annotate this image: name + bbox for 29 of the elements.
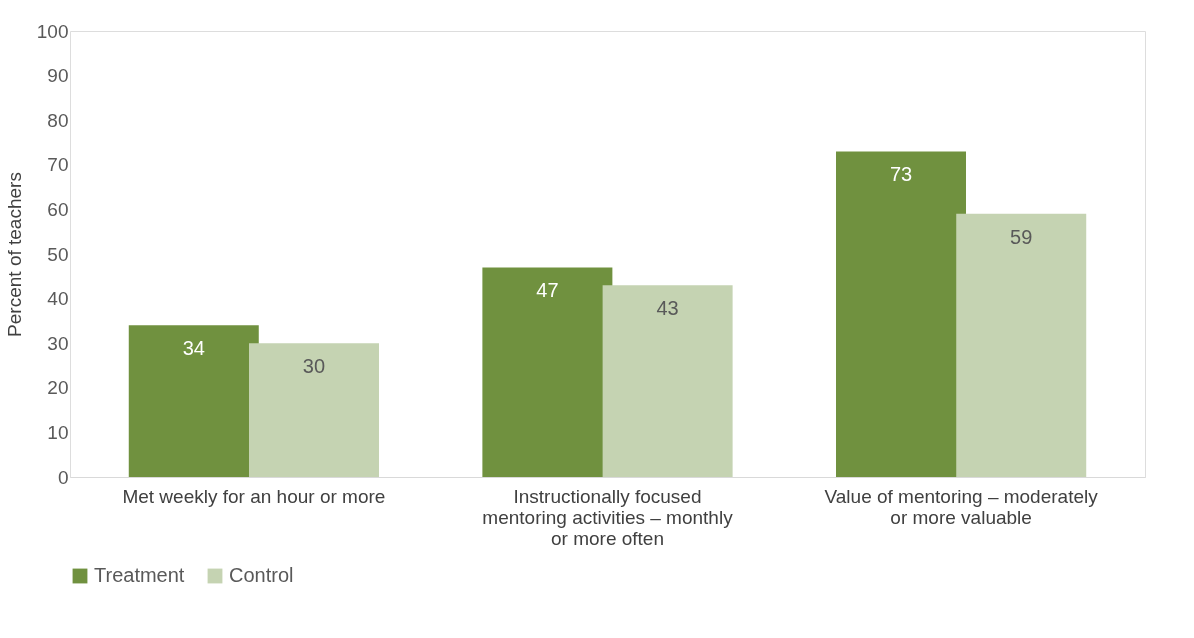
data-label: 59 <box>1010 225 1033 248</box>
data-label: 34 <box>182 337 205 360</box>
bar <box>128 325 259 477</box>
x-tick-label: Met weekly for an hour or more <box>122 485 386 507</box>
data-label: 73 <box>889 163 913 186</box>
y-tick-label: 80 <box>47 109 69 131</box>
y-tick-label: 90 <box>47 65 69 87</box>
y-tick-label: 40 <box>47 288 69 310</box>
x-tick-label: Value of mentoring – moderately or more valuable <box>824 485 1099 528</box>
y-tick-label: 20 <box>47 377 69 399</box>
y-axis-title: Percent of teachers <box>3 172 25 337</box>
bar <box>836 151 966 477</box>
y-tick-label: 100 <box>36 20 69 42</box>
x-tick-label: Instructionally focused mentoring activities – monthly or more often <box>482 485 734 549</box>
data-label: 43 <box>656 297 679 320</box>
bar <box>482 267 613 477</box>
data-label: 47 <box>536 279 559 302</box>
data-label: 30 <box>302 355 326 378</box>
legend-label: Control <box>229 564 294 586</box>
y-tick-label: 50 <box>47 243 69 265</box>
bar <box>602 285 733 477</box>
y-tick-label: 70 <box>47 154 69 176</box>
y-tick-label: 30 <box>47 332 69 354</box>
y-tick-label: 10 <box>47 421 69 443</box>
bar <box>956 213 1087 477</box>
y-tick-label: 60 <box>47 198 69 220</box>
legend-label: Treatment <box>94 564 185 586</box>
bar <box>249 343 379 477</box>
y-tick-label: 0 <box>57 466 69 488</box>
